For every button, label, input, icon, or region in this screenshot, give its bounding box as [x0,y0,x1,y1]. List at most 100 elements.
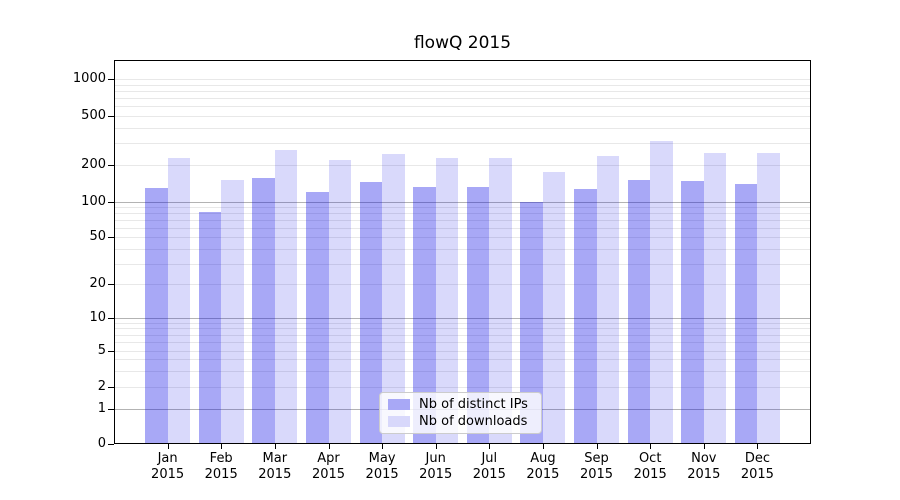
gridline-minor [114,106,811,108]
y-tick-mark [108,201,114,203]
bar-distinct-ips [413,186,436,444]
bar-downloads [703,153,727,444]
y-tick-mark [108,386,114,388]
x-tick-mark [596,444,598,449]
y-tick-label: 1 [97,401,106,416]
x-tick-year: 2015 [472,467,506,482]
gridline-minor [114,248,811,250]
y-tick-label: 100 [81,193,106,209]
gridline-major [114,201,811,203]
x-tick-mark [757,444,759,449]
x-tick-month: Sep [584,451,609,466]
legend-swatch-distinct-ips [388,399,410,410]
x-tick-month: Jan [157,451,178,466]
x-tick-mark [542,444,544,449]
x-tick-year: 2015 [311,467,346,482]
bar-downloads [542,172,566,444]
x-tick-year: 2015 [151,467,185,482]
y-tick-mark [108,116,114,117]
x-tick-year: 2015 [526,467,560,482]
x-tick-month: Mar [262,451,288,466]
y-tick-label: 50 [89,229,106,245]
y-tick-label: 1000 [72,71,106,86]
x-tick-label: Feb 2015 [186,451,256,483]
bar-downloads [167,157,191,444]
x-tick-year: 2015 [204,467,238,482]
x-tick-mark [274,444,276,449]
gridline-minor [114,237,811,239]
gridline-minor [114,116,811,117]
x-tick-year: 2015 [365,467,399,482]
x-tick-month: Nov [691,451,717,466]
bar-downloads [650,141,673,444]
x-tick-month: May [368,451,396,466]
y-tick-label: 5 [97,342,106,358]
x-tick-month: Feb [209,451,233,466]
x-tick-month: Jun [425,451,446,466]
y-tick-mark [108,284,114,286]
x-tick-month: Apr [317,451,340,466]
x-tick-year: 2015 [419,467,453,482]
x-tick-month: Oct [638,451,662,466]
y-tick-mark [108,444,114,445]
gridline-minor [114,220,811,221]
bar-distinct-ips [520,201,543,444]
gridline-minor [114,386,811,388]
gridline-minor [114,213,811,215]
gridline-minor [114,263,811,265]
x-tick-mark [435,444,437,449]
x-tick-month: Jul [481,451,498,466]
bar-distinct-ips [145,187,168,444]
x-tick-mark [650,444,652,449]
bar-distinct-ips [359,181,383,444]
gridline-major [114,317,811,319]
bar-downloads [221,179,244,444]
bar-distinct-ips [466,186,490,444]
legend-label-distinct-ips: Nb of distinct IPs [419,397,528,412]
y-tick-label: 200 [81,156,106,172]
x-tick-label: Sep 2015 [562,451,632,483]
bar-distinct-ips [574,189,597,444]
x-tick-label: Nov 2015 [669,451,739,483]
bar-downloads [489,158,512,444]
bar-downloads [328,160,351,444]
x-tick-year: 2015 [687,467,721,482]
gridline-minor [114,334,811,336]
bar-distinct-ips [252,177,275,444]
y-tick-mark [108,164,114,166]
gridline-minor [114,98,811,99]
x-tick-month: Dec [744,451,770,466]
gridline-minor [114,84,811,86]
y-tick-label: 20 [89,276,106,292]
x-tick-label: Oct 2015 [615,451,685,483]
gridline-minor [114,90,811,92]
bar-distinct-ips [627,180,651,444]
gridline-minor [114,342,811,343]
bar-downloads [435,158,459,444]
legend: Nb of distinct IPs Nb of downloads [379,392,542,434]
x-tick-label: Jan 2015 [133,451,203,483]
x-tick-mark [221,444,223,449]
gridline-minor [114,164,811,166]
gridline-minor [114,350,811,352]
chart-title: flowQ 2015 [413,33,512,53]
y-tick-mark [108,79,114,80]
x-tick-year: 2015 [633,467,667,482]
x-tick-year: 2015 [740,467,774,482]
x-tick-label: Aug 2015 [508,451,578,483]
gridline-minor [114,328,811,330]
gridline-minor [114,370,811,372]
gridline-minor [114,127,811,129]
y-tick-mark [108,350,114,352]
gridline-minor [114,79,811,80]
y-tick-mark [108,409,114,410]
gridline-minor [114,207,811,209]
bar-downloads [274,150,298,444]
x-tick-mark [703,444,705,449]
y-tick-label: 2 [97,378,106,394]
x-tick-mark [382,444,384,449]
x-tick-year: 2015 [258,467,292,482]
legend-swatch-downloads [388,416,410,427]
x-tick-label: Jun 2015 [401,451,471,483]
